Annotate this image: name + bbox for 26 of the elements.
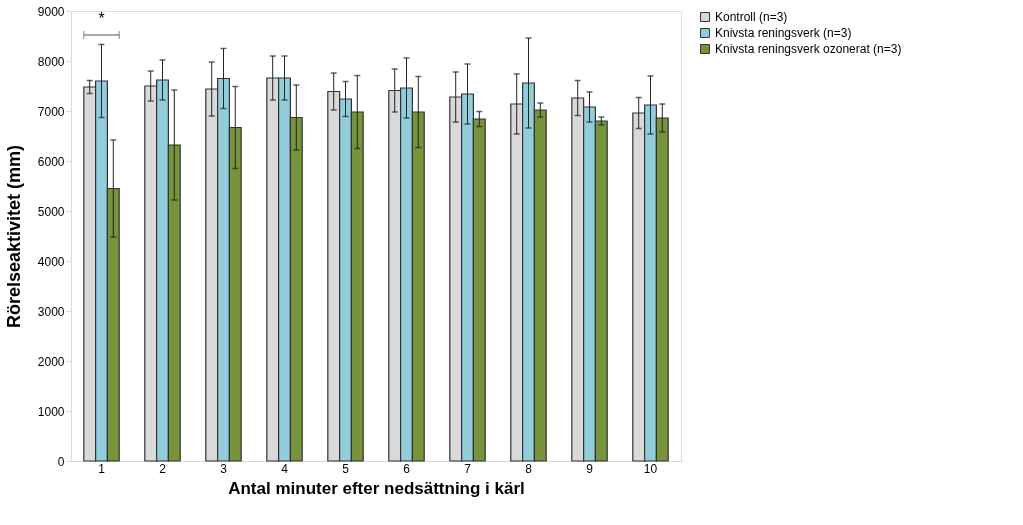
y-axis-title: Rörelseaktivitet (mm) bbox=[3, 144, 24, 329]
x-tick-label: 2 bbox=[159, 461, 167, 476]
y-tick-label: 9000 bbox=[37, 4, 65, 19]
legend-label: Knivsta reningsverk (n=3) bbox=[715, 26, 852, 40]
y-tick-label: 0 bbox=[57, 454, 65, 469]
x-tick-label: 5 bbox=[342, 461, 350, 476]
y-tick-label: 5000 bbox=[37, 204, 65, 219]
x-tick-label: 3 bbox=[220, 461, 228, 476]
x-tick-label: 6 bbox=[403, 461, 411, 476]
y-tick-label: 4000 bbox=[37, 254, 65, 269]
x-tick-label: 10 bbox=[643, 461, 658, 476]
annotation: * bbox=[98, 10, 105, 27]
legend-label: Kontroll (n=3) bbox=[715, 10, 788, 24]
x-axis-title: Antal minuter efter nedsättning i kärl bbox=[228, 478, 525, 498]
y-tick-label: 6000 bbox=[37, 154, 65, 169]
y-tick-label: 1000 bbox=[37, 404, 65, 419]
y-tick-label: 3000 bbox=[37, 304, 65, 319]
y-tick-label: 7000 bbox=[37, 104, 65, 119]
x-tick-label: 1 bbox=[98, 461, 106, 476]
x-tick-label: 8 bbox=[525, 461, 533, 476]
legend-label: Knivsta reningsverk ozonerat (n=3) bbox=[715, 42, 902, 56]
y-tick-label: 8000 bbox=[37, 54, 65, 69]
x-tick-label: 9 bbox=[586, 461, 594, 476]
x-tick-label: 4 bbox=[281, 461, 289, 476]
y-tick-label: 2000 bbox=[37, 354, 65, 369]
x-tick-label: 7 bbox=[464, 461, 472, 476]
